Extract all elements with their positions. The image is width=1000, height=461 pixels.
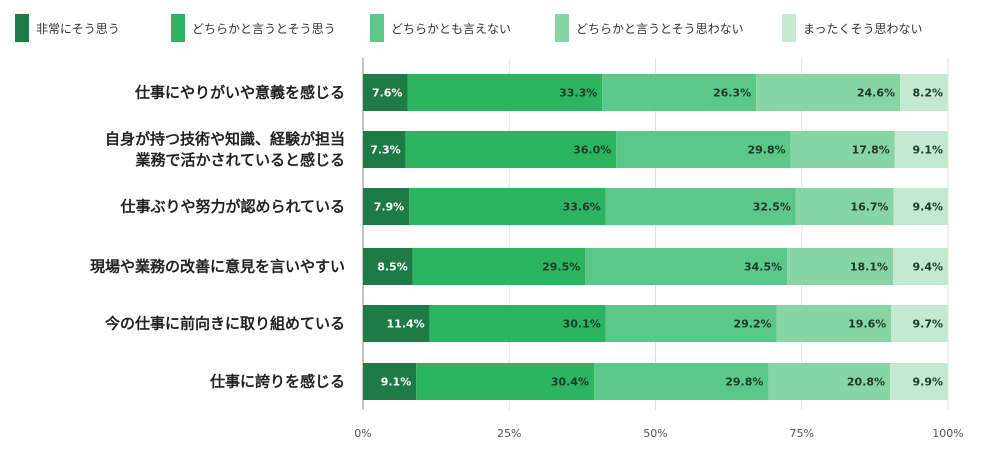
category-label: 業務で活かされていると感じる — [134, 151, 345, 169]
bar-segment — [363, 305, 430, 342]
bar-segment — [416, 363, 595, 400]
data-label: 7.9% — [374, 201, 405, 214]
data-label: 30.1% — [563, 318, 601, 331]
category-label: 仕事に誇りを感じる — [209, 373, 345, 391]
data-label: 9.7% — [912, 318, 943, 331]
legend-label: どちらかとも言えない — [391, 22, 511, 36]
legend-swatch — [555, 14, 569, 42]
bar-segment — [605, 305, 777, 342]
bar-segment — [894, 131, 948, 168]
data-label: 7.6% — [372, 87, 403, 100]
bar-segment — [407, 74, 603, 111]
data-label: 29.2% — [733, 318, 771, 331]
bar-segment — [893, 248, 948, 285]
legend-label: どちらかと言うとそう思う — [192, 22, 336, 36]
category-label: 自身が持つ技術や知識、経験が担当 — [105, 130, 345, 148]
bar-segment — [363, 188, 410, 225]
bar-segment — [412, 248, 586, 285]
bar-segment — [602, 74, 757, 111]
data-label: 26.3% — [713, 87, 751, 100]
data-label: 32.5% — [753, 201, 791, 214]
legend-swatch — [782, 14, 796, 42]
data-label: 36.0% — [573, 144, 611, 157]
bar-segment — [616, 131, 791, 168]
x-tick-label: 100% — [932, 427, 963, 440]
bar-segment — [891, 305, 948, 342]
data-label: 19.6% — [848, 318, 886, 331]
x-tick-label: 0% — [354, 427, 371, 440]
data-label: 9.4% — [912, 261, 943, 274]
data-label: 8.5% — [377, 261, 408, 274]
bar-segment — [363, 74, 408, 111]
bar-segment — [756, 74, 901, 111]
bar-segment — [795, 188, 894, 225]
bar-segment — [768, 363, 891, 400]
data-label: 30.4% — [551, 376, 589, 389]
bar-segment — [900, 74, 948, 111]
data-label: 29.8% — [747, 144, 785, 157]
data-label: 9.1% — [912, 144, 943, 157]
bar-segment — [409, 188, 606, 225]
bar-segment — [363, 363, 417, 400]
data-label: 33.3% — [559, 87, 597, 100]
bar-segment — [429, 305, 606, 342]
category-label: 仕事ぶりや努力が認められている — [119, 198, 345, 216]
bar-segment — [363, 248, 413, 285]
data-label: 11.4% — [387, 318, 425, 331]
data-label: 17.8% — [852, 144, 890, 157]
legend-swatch — [370, 14, 384, 42]
bar-segment — [594, 363, 769, 400]
bar-segment — [776, 305, 892, 342]
data-label: 33.6% — [563, 201, 601, 214]
bar-segment — [790, 131, 895, 168]
bar-segment — [585, 248, 788, 285]
data-label: 8.2% — [912, 87, 943, 100]
legend-swatch — [15, 14, 29, 42]
legend-swatch — [171, 14, 185, 42]
bar-segment — [363, 131, 406, 168]
bar-segment — [405, 131, 617, 168]
data-label: 29.5% — [542, 261, 580, 274]
legend-label: どちらかと言うとそう思わない — [576, 22, 744, 36]
data-label: 9.1% — [381, 376, 412, 389]
legend-label: 非常にそう思う — [36, 22, 120, 36]
bar-segment — [605, 188, 796, 225]
category-label: 仕事にやりがいや意義を感じる — [134, 84, 345, 102]
bar-segment — [890, 363, 948, 400]
data-label: 20.8% — [847, 376, 885, 389]
legend-label: まったくそう思わない — [803, 22, 923, 36]
category-label: 今の仕事に前向きに取り組めている — [104, 315, 345, 333]
data-label: 29.8% — [725, 376, 763, 389]
data-label: 9.9% — [912, 376, 943, 389]
bar-segment — [787, 248, 894, 285]
bar-segment — [893, 188, 948, 225]
category-label: 現場や業務の改善に意見を言いやすい — [90, 258, 345, 276]
data-label: 9.4% — [912, 201, 943, 214]
x-tick-label: 50% — [643, 427, 667, 440]
data-label: 18.1% — [850, 261, 888, 274]
data-label: 7.3% — [370, 144, 401, 157]
data-label: 16.7% — [850, 201, 888, 214]
data-label: 34.5% — [744, 261, 782, 274]
x-tick-label: 25% — [497, 427, 521, 440]
data-label: 24.6% — [857, 87, 895, 100]
x-tick-label: 75% — [790, 427, 814, 440]
